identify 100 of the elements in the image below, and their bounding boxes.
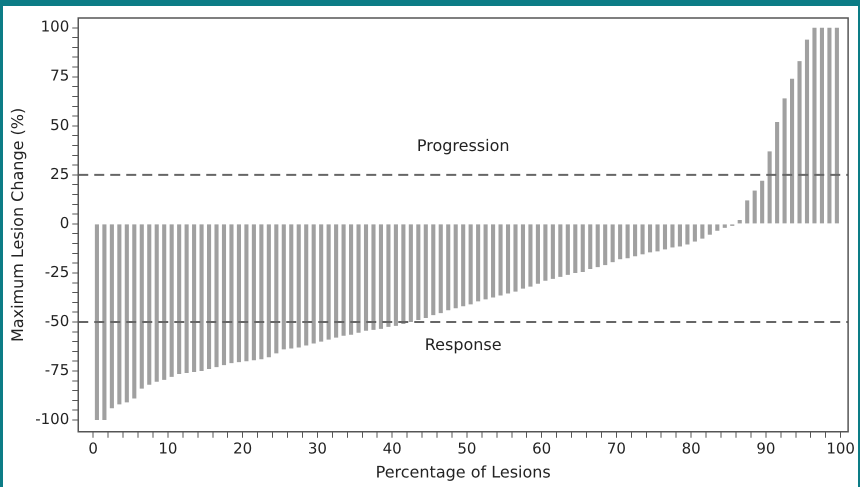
- bar: [274, 224, 278, 354]
- bar: [603, 224, 608, 266]
- x-tick-label: 80: [682, 440, 701, 458]
- bar: [528, 224, 533, 287]
- bar: [177, 224, 182, 374]
- bar: [386, 224, 390, 327]
- bar: [790, 78, 794, 224]
- bar: [722, 224, 727, 228]
- bar: [797, 61, 802, 224]
- bar: [648, 224, 652, 252]
- bar: [618, 224, 622, 260]
- bar: [655, 224, 660, 252]
- y-tick-label: -50: [44, 312, 70, 330]
- bar: [326, 224, 331, 340]
- bar: [580, 224, 585, 272]
- bar: [692, 224, 697, 242]
- bar: [461, 224, 466, 306]
- bar: [296, 224, 301, 348]
- y-tick-label: 25: [50, 164, 70, 183]
- bar: [715, 224, 720, 231]
- bar: [760, 180, 764, 224]
- bar: [378, 224, 384, 329]
- bar: [342, 224, 346, 336]
- x-axis-title: Percentage of Lesions: [376, 462, 551, 482]
- bar: [102, 224, 106, 420]
- bar: [222, 224, 226, 366]
- bar: [745, 200, 750, 224]
- bar: [610, 224, 615, 262]
- bar: [708, 224, 712, 235]
- bar: [476, 224, 480, 302]
- bar: [259, 224, 264, 360]
- y-tick-label: 50: [50, 116, 70, 134]
- bar: [289, 224, 294, 348]
- bar: [252, 224, 256, 360]
- x-tick-label: 70: [606, 440, 626, 458]
- bar: [700, 224, 704, 239]
- bar: [394, 224, 398, 326]
- bar: [536, 224, 540, 284]
- bar: [431, 224, 436, 316]
- bar: [484, 224, 488, 300]
- x-tick-label: 60: [532, 440, 552, 458]
- bar: [206, 224, 212, 370]
- bar: [304, 224, 308, 346]
- bar: [147, 224, 152, 385]
- bar: [319, 224, 324, 342]
- x-tick-label: 40: [382, 440, 402, 458]
- bar: [244, 224, 248, 362]
- bar: [827, 28, 832, 224]
- bar: [192, 224, 196, 372]
- bar: [200, 224, 204, 372]
- bar: [454, 224, 458, 308]
- bar: [408, 224, 413, 322]
- bar: [371, 224, 376, 330]
- bar: [820, 28, 824, 224]
- y-tick-label: -75: [44, 360, 70, 379]
- bar: [236, 224, 241, 362]
- y-tick-label: 100: [40, 18, 70, 36]
- bar: [229, 224, 234, 364]
- bar: [282, 224, 286, 350]
- bar: [596, 224, 600, 268]
- bar: [154, 224, 159, 382]
- annotation: Progression: [416, 136, 510, 156]
- bar: [117, 224, 122, 404]
- bar: [520, 224, 526, 289]
- bar: [685, 224, 690, 245]
- bar: [588, 224, 592, 270]
- bar: [438, 224, 443, 314]
- bar: [334, 224, 338, 338]
- bar: [132, 224, 136, 398]
- bar: [550, 224, 555, 279]
- x-tick-label: 30: [308, 440, 327, 458]
- bar: [356, 224, 361, 333]
- bar: [662, 224, 668, 250]
- bar: [812, 28, 817, 224]
- bar: [110, 224, 114, 408]
- bar: [364, 224, 368, 331]
- bar: [162, 224, 166, 380]
- bar: [573, 224, 578, 273]
- bar: [184, 224, 189, 373]
- bar: [670, 224, 675, 248]
- annotation: Response: [424, 335, 502, 354]
- bar: [266, 224, 271, 358]
- bar: [349, 224, 354, 335]
- bar: [678, 224, 682, 246]
- bar: [124, 224, 129, 402]
- bar: [804, 40, 810, 224]
- bar: [834, 28, 839, 224]
- x-tick-label: 10: [158, 440, 178, 458]
- bar: [424, 224, 428, 318]
- bar: [94, 224, 99, 420]
- bar: [558, 224, 562, 277]
- bar: [140, 224, 144, 389]
- y-axis-title: Maximum Lesion Change (%): [8, 108, 27, 342]
- bar: [214, 224, 219, 368]
- bar: [775, 122, 780, 224]
- x-tick-label: 0: [88, 440, 98, 458]
- bar: [640, 224, 645, 254]
- x-tick-label: 100: [826, 440, 855, 458]
- bar: [506, 224, 510, 294]
- bar: [513, 224, 518, 292]
